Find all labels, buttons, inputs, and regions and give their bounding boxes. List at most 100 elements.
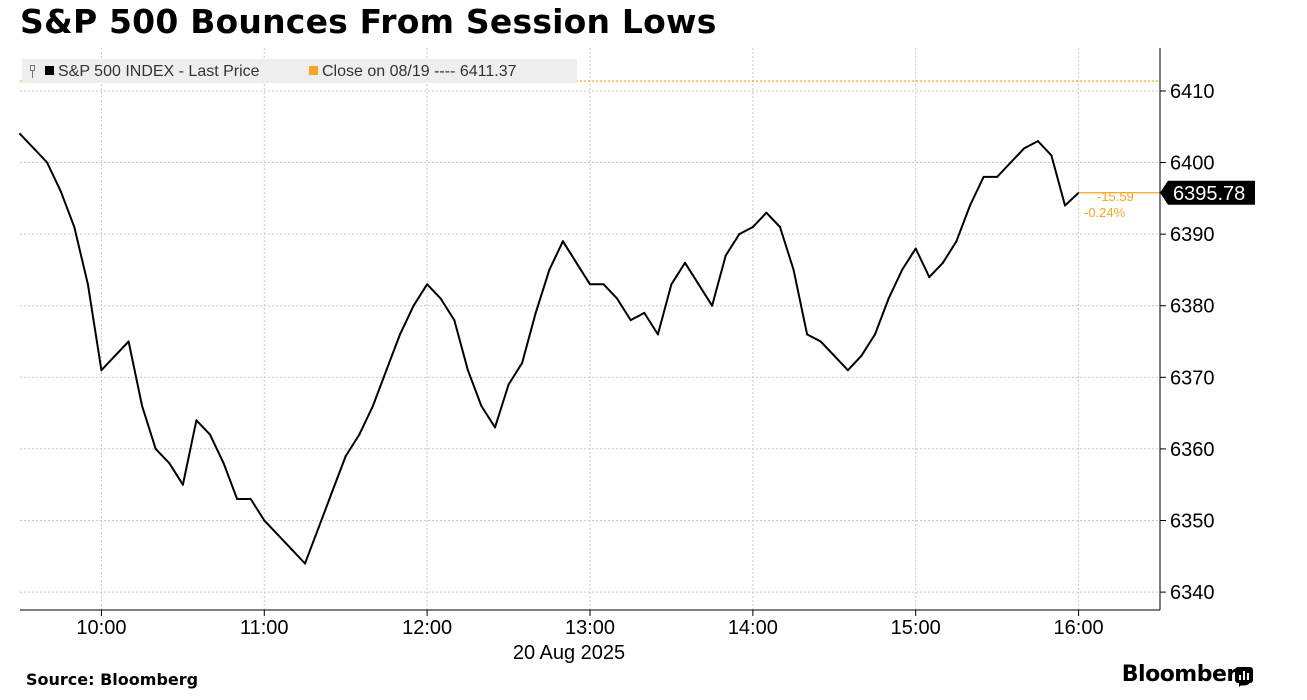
price-point: [222, 462, 225, 465]
price-point: [589, 283, 591, 286]
y-tick-label: 6360: [1170, 439, 1215, 461]
x-tick-label: 15:00: [891, 617, 941, 639]
y-tick-label: 6340: [1170, 582, 1215, 604]
price-point: [168, 462, 171, 465]
price-point: [643, 311, 646, 314]
price-point: [59, 190, 62, 193]
price-point: [181, 483, 184, 486]
axes: 6340 6350 6360 6370 6380 6390 6400 6410 10:00 11:…: [20, 48, 1215, 639]
y-tick-label: 6350: [1170, 511, 1215, 533]
price-point: [548, 268, 551, 271]
x-tick-label: 16:00: [1054, 617, 1104, 639]
legend-price-text: S&P 500 INDEX - Last Price: [58, 63, 260, 80]
price-point: [73, 226, 76, 228]
price-point: [806, 333, 809, 336]
price-point: [982, 175, 985, 178]
legend-handle-icon: [30, 65, 35, 78]
price-point: [358, 433, 361, 436]
price-point: [317, 526, 320, 529]
legend-price-swatch: [45, 66, 54, 75]
source-label: Source: Bloomberg: [26, 670, 199, 689]
price-point: [304, 562, 306, 565]
price-point: [480, 405, 483, 407]
change-percent: -0.24%: [1084, 205, 1126, 220]
price-point: [209, 433, 211, 436]
price-point: [751, 226, 754, 228]
price-point: [114, 354, 116, 357]
price-line: [19, 133, 1080, 565]
price-point: [711, 304, 714, 307]
price-point: [412, 304, 415, 307]
price-point: [439, 297, 442, 300]
legend-close-text: Close on 08/19 ---- 6411.37: [322, 63, 517, 80]
price-point: [684, 261, 686, 264]
price-point: [887, 297, 890, 300]
price-point: [765, 211, 768, 214]
price-point: [575, 261, 578, 264]
price-point: [154, 447, 157, 450]
price-point: [629, 319, 632, 322]
price-point: [792, 268, 795, 271]
price-point: [955, 240, 958, 243]
y-tick-label: 6380: [1170, 296, 1215, 318]
price-point: [819, 340, 822, 343]
price-point: [656, 333, 659, 336]
price-point: [914, 247, 917, 250]
price-point: [263, 519, 266, 522]
legend-close-swatch: [309, 66, 318, 75]
price-point: [466, 369, 469, 372]
price-point: [86, 283, 89, 286]
price-point: [833, 354, 836, 357]
price-point: [901, 268, 904, 271]
change-value: -15.59: [1097, 189, 1134, 204]
price-point: [779, 226, 781, 228]
last-price-badge-shape: [1160, 180, 1255, 205]
x-tick-label: 14:00: [728, 617, 778, 639]
price-point: [670, 283, 673, 286]
price-point: [860, 354, 863, 357]
price-point: [276, 533, 279, 536]
price-point: [724, 254, 727, 257]
price-point: [616, 297, 619, 300]
price-point: [1064, 204, 1066, 207]
price-point: [426, 283, 429, 286]
x-tick-label: 10:00: [76, 617, 126, 639]
price-point: [697, 283, 700, 286]
legend: S&P 500 INDEX - Last Price Close on 08/1…: [22, 59, 577, 83]
x-axis-date-label: 20 Aug 2025: [513, 642, 625, 664]
bloomberg-terminal-icon: [1235, 667, 1253, 687]
price-point: [941, 261, 944, 264]
x-tick-label: 13:00: [565, 617, 615, 639]
x-tick-label: 12:00: [402, 617, 452, 639]
price-point: [874, 333, 876, 336]
price-point: [507, 383, 510, 386]
price-point: [494, 426, 496, 429]
price-point: [399, 333, 401, 336]
price-point: [249, 498, 252, 500]
price-point: [236, 498, 239, 500]
price-point: [602, 283, 605, 286]
price-point: [385, 369, 388, 372]
y-tick-label: 6390: [1170, 224, 1215, 246]
price-point: [344, 455, 347, 458]
last-price-value: 6395.78: [1173, 183, 1245, 205]
price-point: [1050, 154, 1053, 157]
price-point: [195, 419, 198, 422]
bloomberg-logo: Bloomberg: [1121, 662, 1253, 687]
price-point: [19, 132, 21, 135]
price-point: [453, 319, 456, 322]
y-tick-label: 6400: [1170, 153, 1215, 175]
price-point: [127, 340, 130, 343]
price-point: [534, 311, 537, 314]
price-point: [1009, 161, 1012, 164]
price-point: [141, 405, 144, 407]
price-point: [738, 233, 741, 236]
price-point: [996, 175, 999, 178]
price-point: [521, 362, 524, 364]
price-point: [100, 369, 103, 372]
legend-background: [22, 59, 577, 83]
price-point: [46, 161, 49, 164]
price-point: [371, 405, 374, 407]
price-point: [290, 548, 293, 551]
